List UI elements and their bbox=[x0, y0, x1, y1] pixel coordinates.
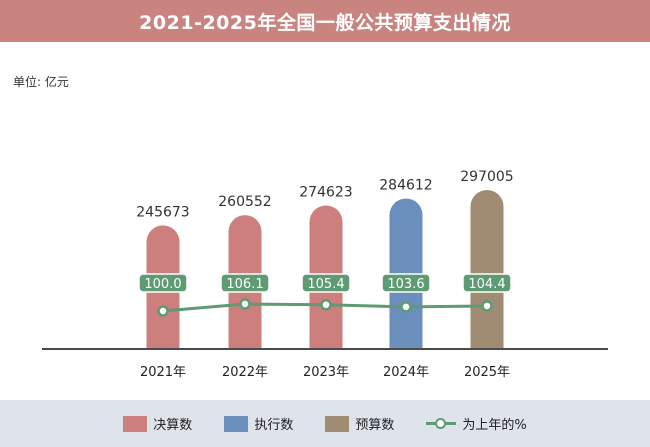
unit-label: 单位: 亿元 bbox=[13, 75, 69, 89]
growth-label-text: 105.4 bbox=[307, 277, 344, 292]
legend-item-final: 决算数 bbox=[123, 414, 192, 433]
growth-label: 100.0 bbox=[138, 273, 188, 293]
bar-value-label: 245673 bbox=[136, 204, 189, 220]
growth-label-badge bbox=[301, 273, 351, 293]
growth-label-text: 100.0 bbox=[144, 277, 181, 292]
title-bar: 2021-2025年全国一般公共预算支出情况 bbox=[0, 0, 650, 42]
legend-label: 决算数 bbox=[153, 418, 193, 433]
growth-label: 106.1 bbox=[220, 273, 270, 293]
axis-mask bbox=[0, 350, 650, 400]
growth-label-badge bbox=[220, 273, 270, 293]
legend-item-budget: 预算数 bbox=[325, 414, 394, 433]
x-tick-label: 2025年 bbox=[464, 365, 510, 380]
legend-item-executed: 执行数 bbox=[224, 414, 293, 433]
growth-label-badge bbox=[381, 273, 431, 293]
legend-label: 执行数 bbox=[254, 418, 294, 433]
x-tick-label: 2022年 bbox=[222, 365, 268, 380]
growth-label-badge bbox=[138, 273, 188, 293]
growth-label-text: 104.4 bbox=[468, 277, 505, 292]
bar-value-label: 284612 bbox=[379, 178, 432, 194]
bar-value-label: 260552 bbox=[218, 194, 271, 210]
legend: 决算数 执行数 预算数 为上年的% bbox=[0, 400, 650, 447]
legend-swatch bbox=[224, 415, 249, 432]
growth-label-text: 106.1 bbox=[226, 277, 263, 292]
growth-label: 105.4 bbox=[301, 273, 351, 293]
growth-point bbox=[481, 300, 493, 312]
legend-label: 为上年的% bbox=[462, 418, 527, 433]
growth-point bbox=[239, 298, 251, 310]
growth-label-badge bbox=[462, 273, 512, 293]
chart-title: 2021-2025年全国一般公共预算支出情况 bbox=[139, 11, 511, 34]
bar-4 bbox=[389, 198, 423, 395]
bar-value-label: 274623 bbox=[299, 184, 352, 200]
x-tick-label: 2023年 bbox=[303, 365, 349, 380]
growth-point bbox=[320, 299, 332, 311]
growth-label: 104.4 bbox=[462, 273, 512, 293]
growth-point bbox=[400, 301, 412, 313]
legend-item-line: 为上年的% bbox=[426, 414, 527, 433]
legend-swatch bbox=[123, 415, 148, 432]
x-tick-label: 2021年 bbox=[140, 365, 186, 380]
legend-swatch bbox=[325, 415, 350, 432]
growth-label-text: 103.6 bbox=[387, 277, 424, 292]
legend-label: 预算数 bbox=[355, 418, 395, 433]
growth-point bbox=[157, 305, 169, 317]
chart-plot: 245673 260552 274623 284612 297005 2021年 2022年… bbox=[0, 169, 650, 400]
bar-value-label: 297005 bbox=[460, 169, 513, 185]
legend-line-marker bbox=[426, 416, 457, 432]
growth-label: 103.6 bbox=[381, 273, 431, 293]
x-tick-label: 2024年 bbox=[383, 365, 429, 380]
